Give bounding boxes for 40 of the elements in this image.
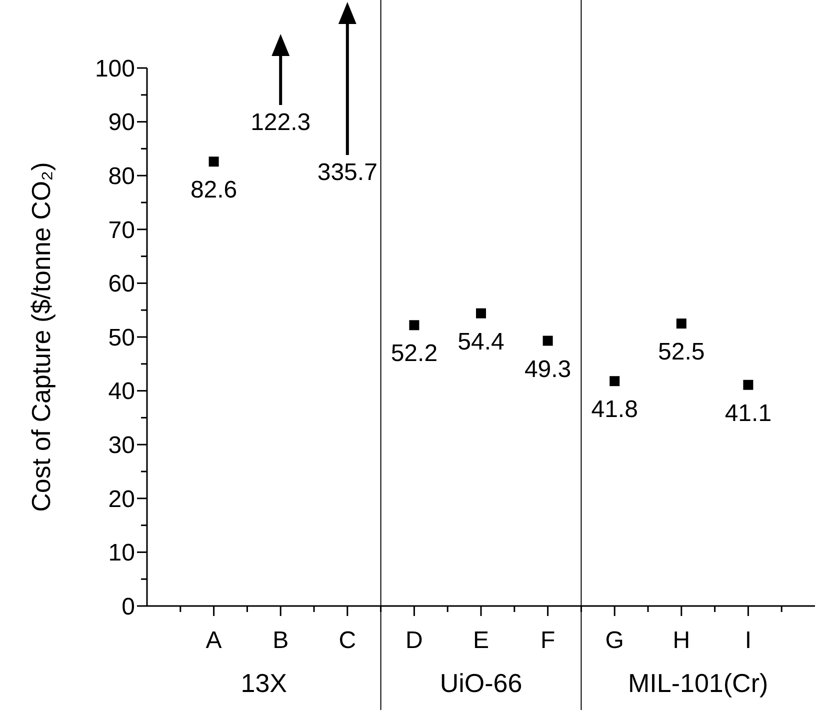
x-tick-label: C [338,627,356,654]
text: MIL-101(Cr) [628,668,768,698]
data-label: 82.6 [190,176,238,204]
data-label: 54.4 [458,328,504,356]
data-label: 41.1 [724,400,772,427]
point [409,320,420,330]
data-label: 49.3 [524,356,572,383]
y-tick-label: 100 [94,55,135,82]
x-tick-label: B [272,627,289,654]
y-tick-label: 70 [108,216,135,244]
point [476,308,486,318]
text: UiO-66 [440,668,522,698]
point [208,156,219,167]
y-tick-label: 60 [108,270,135,298]
x-tick-label: H [672,627,690,654]
y-tick-label: 50 [108,324,135,352]
y-tick-label: 0 [122,593,135,620]
point [610,376,620,386]
text: 13X [240,668,288,698]
y-tick-label: 40 [108,378,135,406]
y-tick-label: 10 [108,540,135,567]
point [676,318,686,329]
y-tick-label: 20 [108,486,135,513]
y-tick-label: 80 [108,163,135,190]
annotation: 335.7 [317,159,378,186]
y-tick-label: 30 [108,432,135,459]
x-tick-label: E [472,627,490,654]
x-tick-label: A [206,627,222,654]
point [743,380,754,390]
y-tick-label: 90 [108,109,135,136]
annotation: 122.3 [250,109,311,136]
data-label: 52.2 [390,340,438,368]
data-label: 41.8 [591,396,638,424]
y-axis-title: Cost of Capture ($/tonne CO₂) [26,162,56,512]
x-tick-label: F [540,627,556,654]
x-tick-label: I [744,627,752,654]
point [542,336,553,346]
x-tick-label: D [406,627,423,654]
x-tick-label: G [605,627,624,654]
data-label: 52.5 [658,338,705,366]
